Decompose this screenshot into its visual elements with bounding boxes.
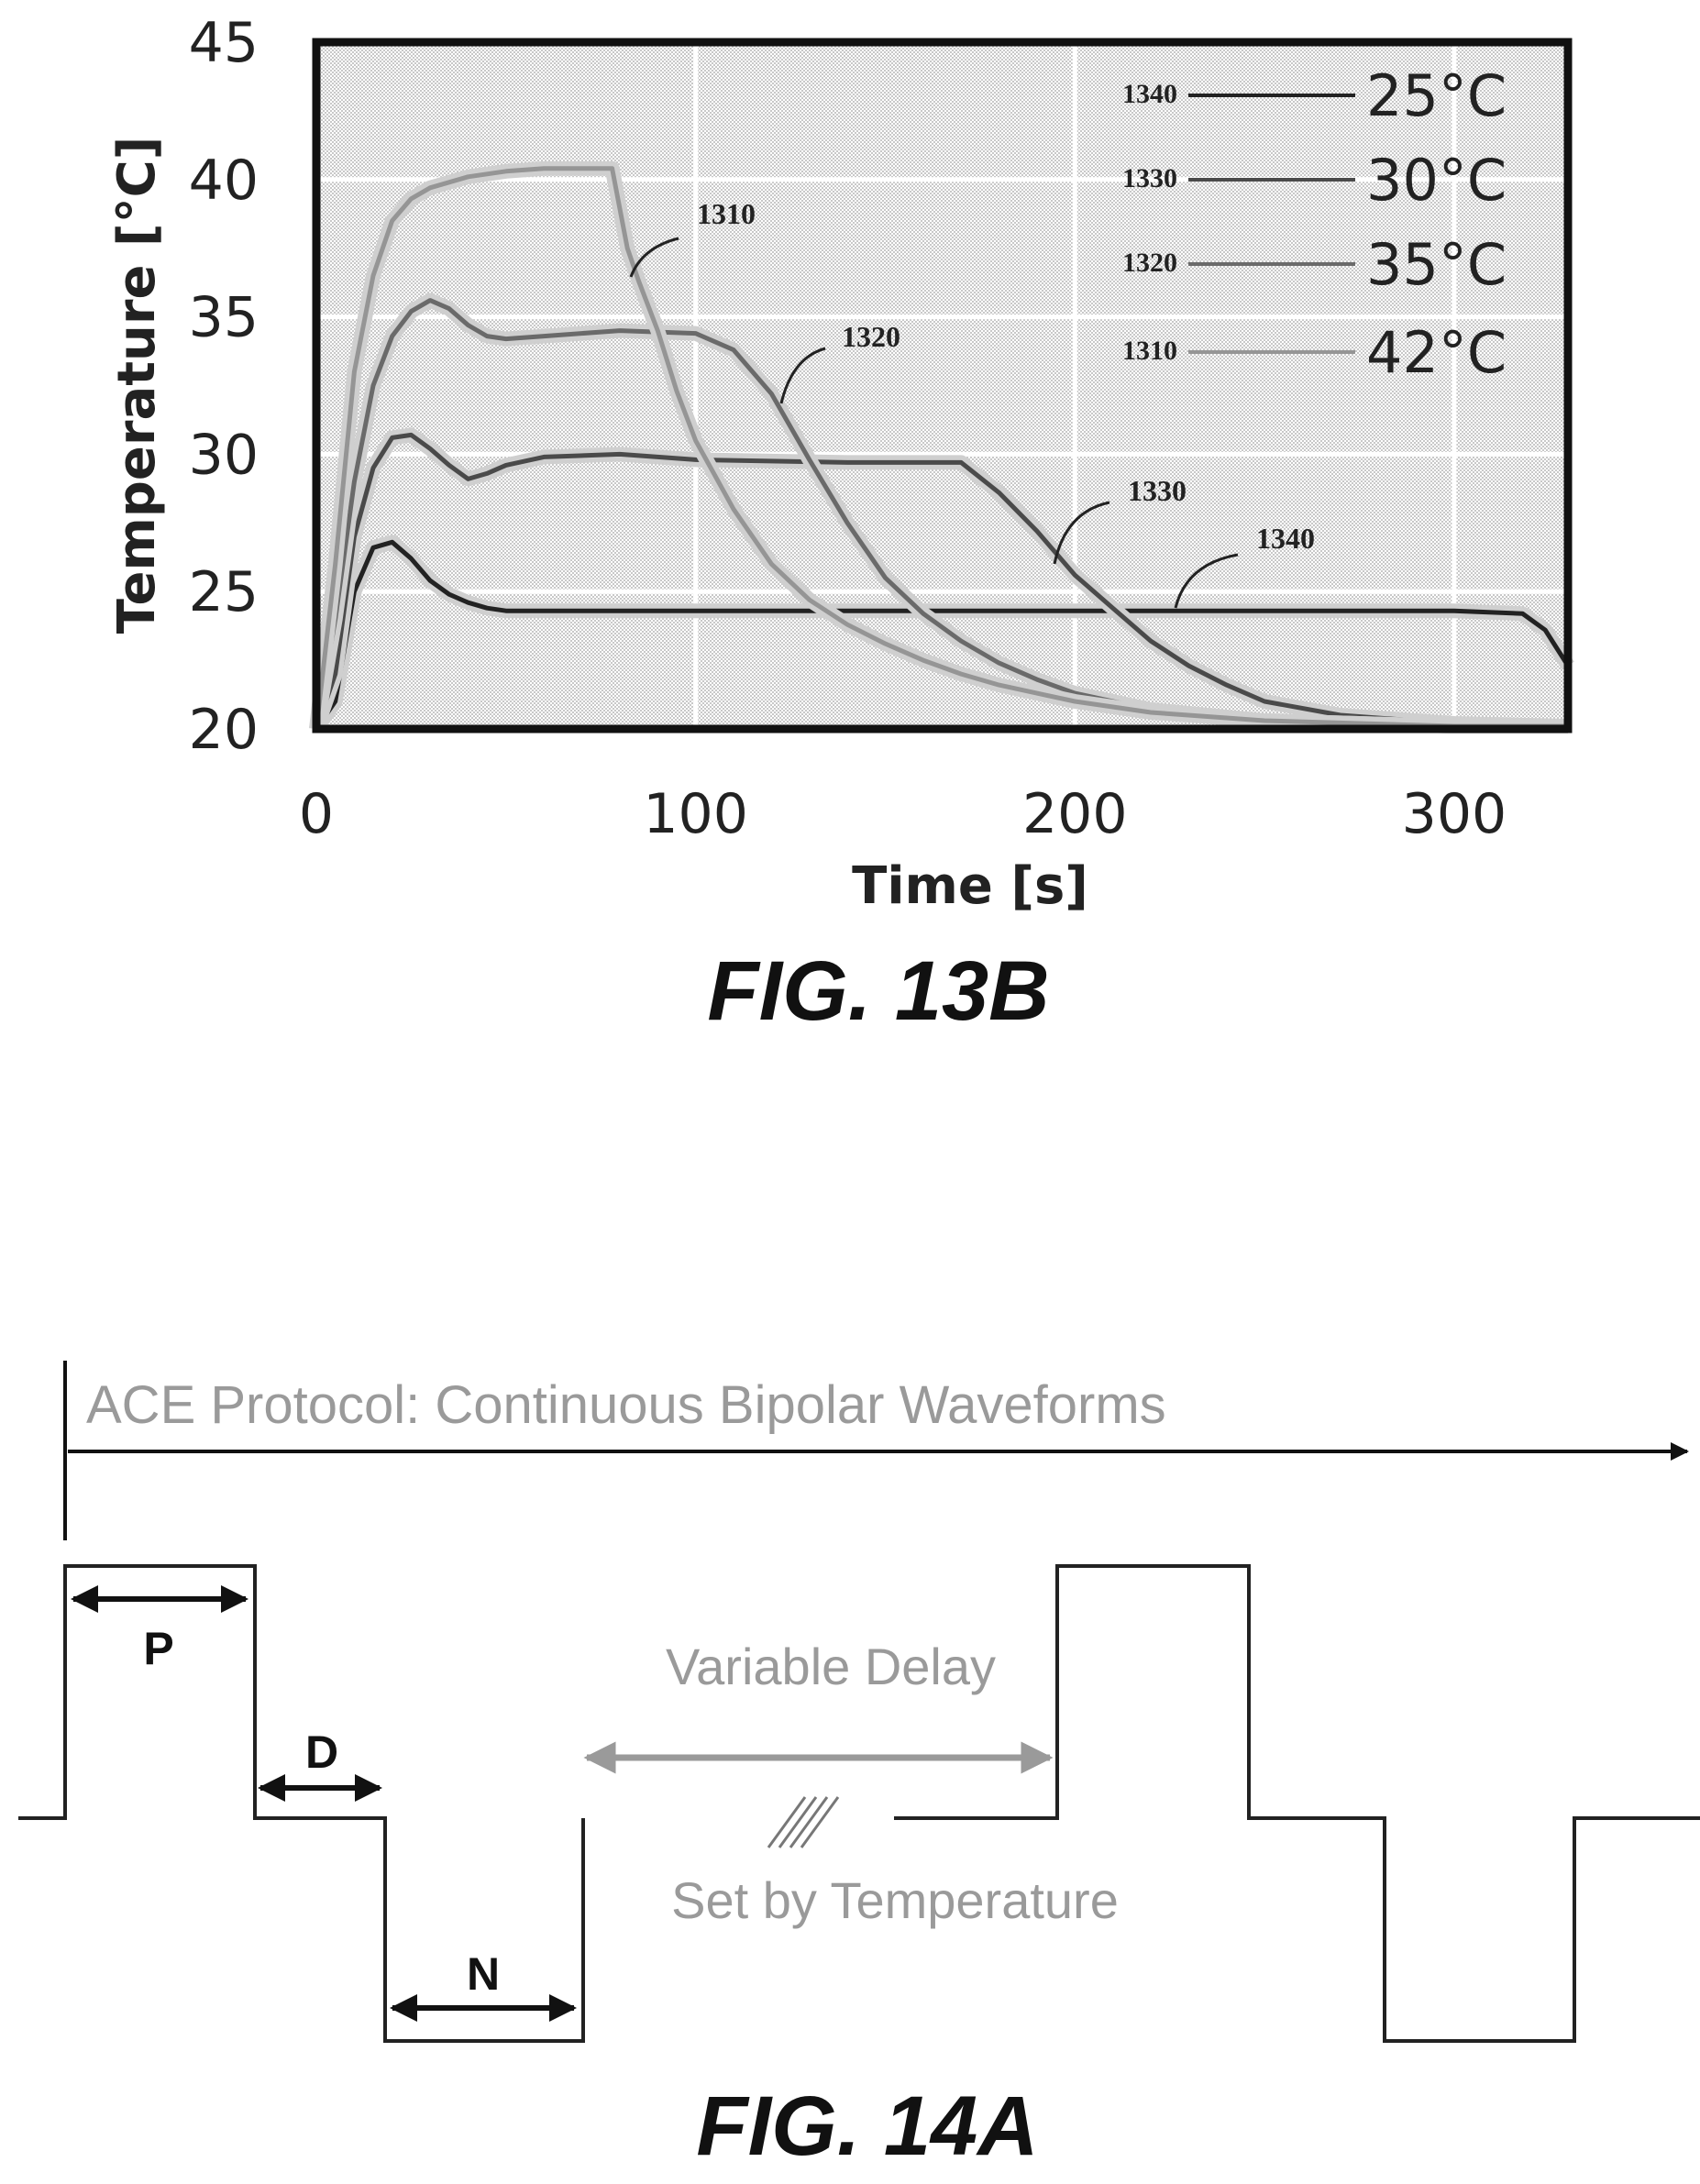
callout-leader-1310 [629, 237, 679, 278]
y-tick-label: 30 [189, 423, 259, 487]
y-tick-label: 35 [189, 286, 259, 350]
n-label: N [467, 1948, 500, 2000]
waveform-break-mark [767, 1796, 840, 1848]
callouts: 1310 1320 1330 1340 [629, 197, 1315, 609]
callout-leader-1320 [779, 347, 826, 404]
legend-ref-1330: 1330 [1122, 163, 1177, 193]
y-tick-label: 20 [189, 698, 259, 762]
callout-label-1320: 1320 [842, 320, 900, 353]
figure-14a-caption: FIG. 14A [696, 2079, 1038, 2173]
x-axis-label: Time [s] [852, 856, 1088, 916]
variable-delay-label: Variable Delay [666, 1638, 996, 1695]
callout-label-1330: 1330 [1128, 474, 1187, 507]
p-label: P [143, 1623, 173, 1674]
callout-label-1310: 1310 [697, 197, 756, 230]
callout-label-1340: 1340 [1256, 522, 1315, 555]
plot-frame [312, 38, 1573, 734]
y-axis-label: Temperature [°C] [107, 137, 167, 634]
figure-13b-caption: FIG. 13B [707, 944, 1049, 1038]
x-tick-label: 300 [1402, 782, 1507, 846]
series-layer [309, 160, 1574, 734]
legend-label-1320: 35°C [1366, 231, 1507, 298]
legend: 1340 25°C 1330 30°C 1320 35°C 1310 42°C [1122, 62, 1507, 386]
x-tick-label: 200 [1022, 782, 1128, 846]
series-line-1340 [314, 539, 1571, 731]
legend-ref-1340: 1340 [1122, 79, 1177, 109]
y-tick-labels: 20 25 30 35 40 45 [189, 11, 259, 762]
y-tick-label: 40 [189, 149, 259, 213]
legend-ref-1320: 1320 [1122, 248, 1177, 278]
set-by-temperature-label: Set by Temperature [671, 1871, 1119, 1929]
protocol-title: ACE Protocol: Continuous Bipolar Wavefor… [86, 1375, 1166, 1435]
legend-label-1330: 30°C [1366, 147, 1507, 214]
x-tick-labels: 0 100 200 300 [299, 782, 1507, 846]
x-tick-label: 100 [643, 782, 748, 846]
d-label: D [305, 1726, 338, 1778]
legend-label-1340: 25°C [1366, 62, 1507, 129]
gridlines [316, 42, 1568, 729]
legend-label-1310: 42°C [1366, 319, 1507, 386]
series-line-1330 [314, 432, 1569, 730]
figure-14a: ACE Protocol: Continuous Bipolar Wavefor… [18, 1361, 1700, 2173]
callout-leader-1330 [1053, 501, 1110, 565]
legend-ref-1310: 1310 [1122, 336, 1177, 366]
y-tick-label: 45 [189, 11, 259, 75]
x-tick-label: 0 [299, 782, 334, 846]
figure-13b: 20 25 30 35 40 45 0 100 200 300 Temperature [°C]… [107, 11, 1574, 1038]
y-tick-label: 25 [189, 560, 259, 624]
bipolar-waveform [18, 1564, 1700, 2043]
series-line-1310 [314, 166, 1568, 730]
callout-leader-1340 [1174, 553, 1239, 609]
